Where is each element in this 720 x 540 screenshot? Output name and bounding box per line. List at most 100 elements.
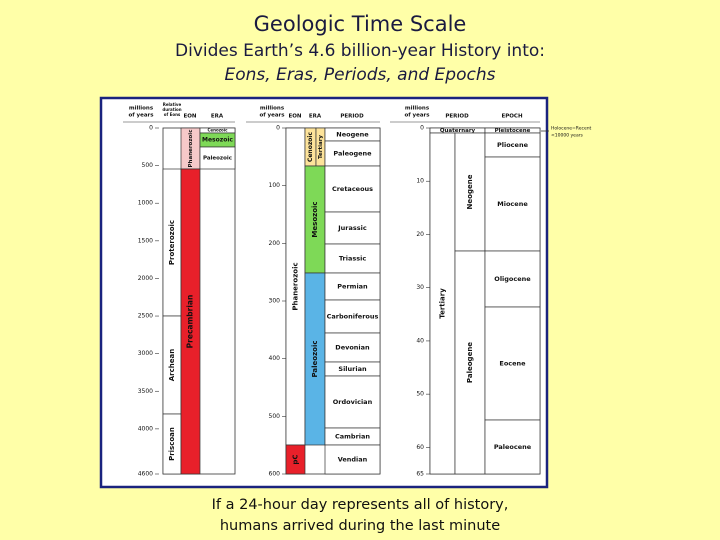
cell [429, 132, 456, 475]
unit-label: Tertiary [318, 135, 324, 159]
tick-label: 40 [416, 337, 424, 344]
tick-label: 30 [416, 284, 424, 291]
column-header: Relative [163, 102, 182, 107]
column-header: PERIOD [445, 114, 469, 120]
unit-label: Tertiary [439, 288, 447, 319]
cell [324, 140, 381, 167]
unit-label: Mesozoic [202, 137, 233, 144]
tick-label: 50 [416, 391, 424, 398]
caption: If a 24-hour day represents all of histo… [212, 497, 509, 513]
cell [324, 375, 381, 429]
column-header: of Eons [164, 112, 181, 117]
cell [324, 243, 381, 274]
cell [484, 156, 541, 252]
cell [324, 211, 381, 245]
unit-label: Priscoan [168, 427, 176, 461]
tick-label: 1500 [138, 237, 153, 244]
unit-label: Paleogene [466, 342, 474, 383]
axis-label: of years [404, 113, 430, 119]
cell [324, 299, 381, 334]
tick-label: 100 [269, 182, 281, 189]
unit-label: Carboniferous [327, 313, 379, 321]
tick-label: 60 [416, 444, 424, 451]
subtitle: Eons, Eras, Periods, and Epochs [225, 65, 496, 85]
unit-label: Archean [168, 349, 176, 381]
column-header: ERA [309, 114, 322, 120]
tick-label: 400 [269, 355, 281, 362]
cell [484, 250, 541, 308]
unit-label: Cenozoic [307, 132, 314, 163]
column-header: duration [162, 107, 181, 112]
unit-label: Ordovician [333, 398, 373, 406]
tick-label: 500 [142, 162, 154, 169]
cell [324, 272, 381, 301]
unit-label: Devonian [335, 344, 370, 352]
tick-label: 65 [416, 471, 424, 478]
axis-label: millions [129, 106, 154, 112]
unit-label: Cretaceous [332, 185, 373, 193]
tick-label: 10 [416, 178, 424, 185]
unit-label: Neogene [336, 131, 369, 139]
tick-label: 0 [420, 125, 424, 132]
unit-label: Eocene [499, 360, 526, 368]
title: Geologic Time Scale [254, 12, 467, 36]
unit-label: Mesozoic [311, 201, 319, 237]
unit-label: Paleozoic [203, 156, 232, 162]
cell [285, 444, 306, 475]
tick-label: 20 [416, 231, 424, 238]
caption: humans arrived during the last minute [220, 518, 500, 534]
unit-label: Cenozoic [207, 128, 228, 133]
unit-label: Vendian [338, 456, 368, 464]
subtitle: Divides Earth’s 4.6 billion-year History… [175, 41, 545, 61]
tick-label: 3000 [138, 350, 153, 357]
tick-label: 200 [269, 240, 281, 247]
tick-label: 0 [276, 125, 280, 132]
unit-label: Pliocene [497, 141, 529, 149]
column-header: EON [183, 114, 196, 120]
column-header: ERA [211, 114, 224, 120]
tick-label: 3500 [138, 388, 153, 395]
unit-label: Paleogene [333, 150, 372, 158]
cell [180, 168, 201, 475]
cell [199, 146, 236, 170]
note: Holocene=Recent [551, 126, 592, 132]
tick-label: 0 [149, 125, 153, 132]
unit-label: Precambrian [186, 295, 195, 349]
axis-label: millions [260, 106, 285, 112]
unit-label: pC [292, 454, 300, 464]
axis-label: of years [128, 113, 154, 119]
tick-label: 300 [269, 298, 281, 305]
unit-label: Miocene [497, 200, 528, 208]
cell [484, 306, 541, 421]
unit-label: Paleozoic [311, 340, 319, 377]
unit-label: Permian [337, 283, 368, 291]
unit-label: Proterozoic [168, 220, 176, 265]
cell [454, 250, 486, 475]
unit-label: Quaternary [440, 128, 476, 134]
axis-label: of years [259, 113, 285, 119]
tick-label: 2000 [138, 275, 153, 282]
unit-label: Neogene [466, 174, 474, 209]
cell [484, 132, 541, 158]
unit-label: Triassic [339, 255, 367, 263]
unit-label: Silurian [338, 365, 367, 373]
unit-label: Oligocene [494, 275, 531, 283]
tick-label: 600 [269, 471, 281, 478]
tick-label: 1000 [138, 200, 153, 207]
unit-label: Jurassic [337, 224, 367, 232]
tick-label: 4600 [138, 471, 153, 478]
tick-label: 500 [269, 413, 281, 420]
cell [484, 419, 541, 475]
tick-label: 4000 [138, 425, 153, 432]
column-header: PERIOD [340, 114, 364, 120]
axis-label: millions [405, 106, 430, 112]
column-header: EPOCH [501, 114, 523, 120]
unit-label: Pleistocene [495, 128, 531, 134]
unit-label: Phanerozoic [188, 130, 194, 168]
cell [454, 132, 486, 252]
unit-label: Cambrian [335, 433, 370, 441]
column-header: EON [288, 114, 301, 120]
